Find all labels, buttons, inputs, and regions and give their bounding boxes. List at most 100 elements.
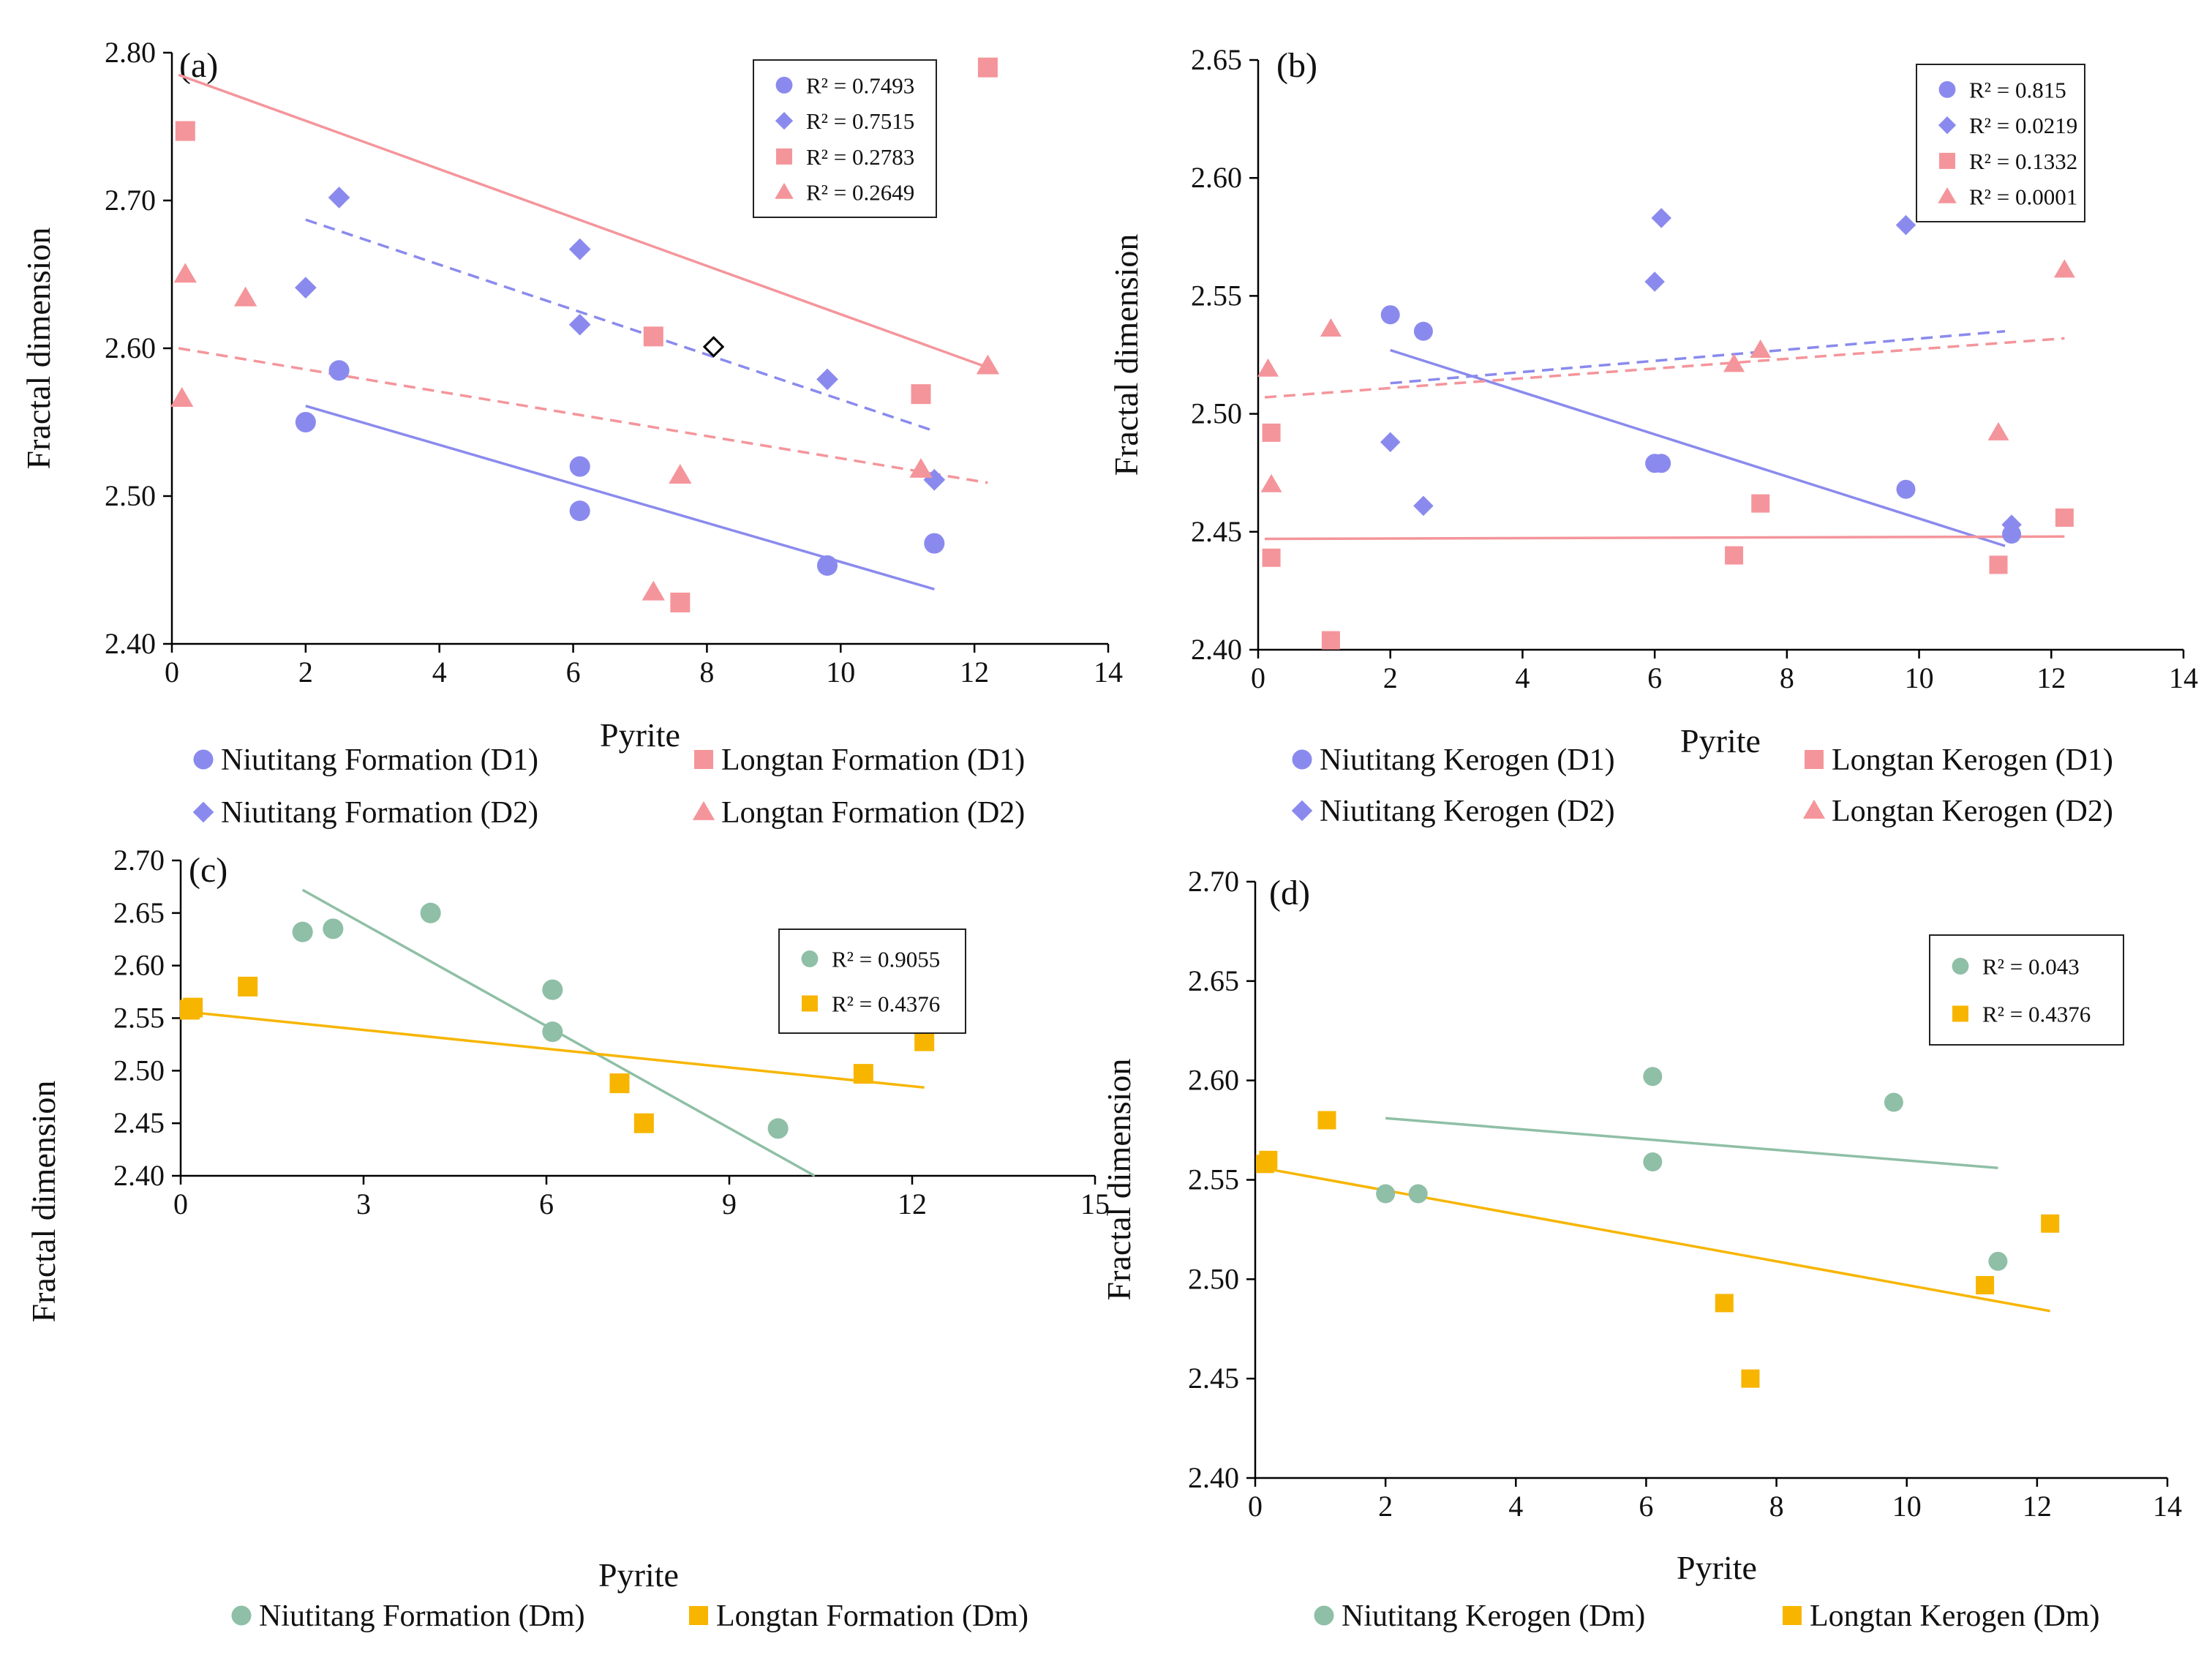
data-point	[1262, 548, 1281, 567]
data-point	[1750, 339, 1772, 358]
data-point	[923, 468, 946, 491]
data-point	[670, 592, 691, 612]
r2-legend-text: R² = 0.1332	[1969, 149, 2077, 174]
y-tick-label: 2.45	[1188, 1362, 1239, 1395]
series-legend-text: Niutitang Kerogen (D2)	[1320, 795, 1615, 828]
data-point	[292, 921, 313, 942]
r2-legend-text: R² = 0.0219	[1969, 113, 2077, 138]
y-tick-label: 2.40	[113, 1159, 165, 1192]
data-point	[1884, 1092, 1903, 1112]
data-point	[633, 1113, 654, 1133]
series-legend-marker	[1314, 1605, 1334, 1626]
series-legend-marker	[1783, 1606, 1802, 1625]
y-tick-label: 2.50	[113, 1054, 165, 1087]
series-legend-text: Longtan Kerogen (Dm)	[1810, 1599, 2100, 1633]
data-point	[2001, 514, 2022, 535]
x-tick-label: 0	[1248, 1490, 1263, 1523]
trend-line	[1390, 348, 2006, 547]
x-tick-label: 8	[699, 656, 714, 689]
x-tick-label: 10	[1905, 661, 1934, 694]
data-point	[853, 1064, 873, 1084]
x-tick-label: 12	[898, 1188, 927, 1220]
y-tick-label: 2.70	[1188, 865, 1239, 898]
data-point	[1380, 432, 1401, 453]
r2-legend-marker	[775, 76, 793, 94]
data-point	[976, 354, 1000, 375]
data-point	[1643, 1152, 1663, 1172]
trend-line	[178, 73, 989, 369]
y-tick-label: 2.50	[105, 479, 156, 512]
r2-legend-marker	[1939, 152, 1955, 169]
data-point	[1376, 1184, 1396, 1204]
data-point	[909, 457, 933, 478]
r2-legend	[778, 928, 966, 1034]
data-point	[568, 238, 591, 260]
panel-a: 0 2 4 6 8 10 12 14 2.40 2.50 2.60 2.70 2.80 Pyrite Fra…	[20, 36, 1123, 830]
data-point	[170, 387, 194, 407]
r2-legend-marker	[775, 182, 794, 199]
data-point	[1644, 271, 1665, 292]
y-axis-label: Fractal dimension	[20, 228, 57, 470]
data-point	[238, 976, 258, 997]
series-legend-text: Niutitang Formation (D1)	[221, 743, 538, 777]
data-point	[420, 902, 441, 923]
data-point	[924, 533, 945, 554]
series-legend-marker	[1805, 750, 1824, 769]
series-legend-marker	[1291, 800, 1313, 822]
y-tick-label: 2.70	[113, 844, 165, 877]
x-axis-label: Pyrite	[598, 1556, 679, 1594]
data-point	[1262, 423, 1281, 442]
series-legend-marker	[192, 801, 214, 823]
data-point	[914, 1031, 935, 1051]
r2-legend-text: R² = 0.9055	[832, 947, 940, 972]
trend-line	[178, 347, 988, 484]
trend-line	[1390, 330, 2006, 385]
x-tick-label: 6	[566, 656, 581, 689]
data-point	[1413, 321, 1433, 341]
series-legend-marker	[231, 1605, 252, 1626]
data-point	[1320, 318, 1342, 337]
series-legend-text: Longtan Formation (D1)	[721, 743, 1025, 777]
x-axis-label: Pyrite	[600, 716, 680, 754]
series-legend-marker	[193, 749, 214, 770]
series-legend-text: Niutitang Kerogen (Dm)	[1342, 1599, 1645, 1633]
data-point	[295, 411, 316, 433]
data-point	[1976, 1275, 1995, 1294]
y-tick-label: 2.60	[105, 331, 156, 364]
series-legend-text: Niutitang Kerogen (D1)	[1320, 743, 1615, 777]
r2-legend-text: R² = 0.4376	[832, 991, 940, 1017]
y-tick-label: 2.55	[113, 1002, 165, 1035]
data-point	[1317, 1111, 1336, 1130]
data-point	[642, 580, 665, 601]
panel-label: (b)	[1276, 46, 1317, 85]
panel-c: 0 3 6 9 12 15 2.40 2.45 2.50 2.55 2.60 2.65 2.70 Pyri…	[25, 844, 1110, 1633]
x-tick-label: 12	[960, 656, 989, 689]
data-point	[1751, 494, 1770, 513]
trend-line	[187, 1010, 925, 1089]
series-legend-marker	[689, 1606, 708, 1625]
r2-legend-text: R² = 0.7493	[806, 72, 914, 98]
trend-line	[305, 405, 935, 590]
r2-legend-marker	[1938, 187, 1957, 203]
series-legend-text: Niutitang Formation (Dm)	[259, 1599, 585, 1633]
data-point	[816, 555, 838, 576]
series-legend-text: Longtan Kerogen (D2)	[1832, 795, 2113, 828]
data-point	[1896, 479, 1916, 499]
x-tick-label: 2	[1378, 1490, 1393, 1523]
y-tick-label: 2.45	[113, 1106, 165, 1139]
x-tick-label: 14	[2153, 1490, 2182, 1523]
data-point	[767, 1118, 789, 1139]
data-point	[1260, 473, 1282, 492]
data-point	[323, 918, 344, 939]
x-tick-label: 14	[1094, 656, 1123, 689]
y-tick-label: 2.80	[105, 36, 156, 69]
series-legend-marker	[1292, 749, 1312, 770]
data-point	[1651, 208, 1671, 228]
y-tick-label: 2.40	[1191, 633, 1242, 666]
y-tick-label: 2.65	[113, 896, 165, 929]
trend-line	[1265, 535, 2065, 541]
x-tick-label: 0	[1251, 661, 1265, 694]
data-point	[1725, 546, 1744, 565]
data-point	[643, 326, 663, 347]
r2-legend-text: R² = 0.2783	[806, 144, 914, 170]
